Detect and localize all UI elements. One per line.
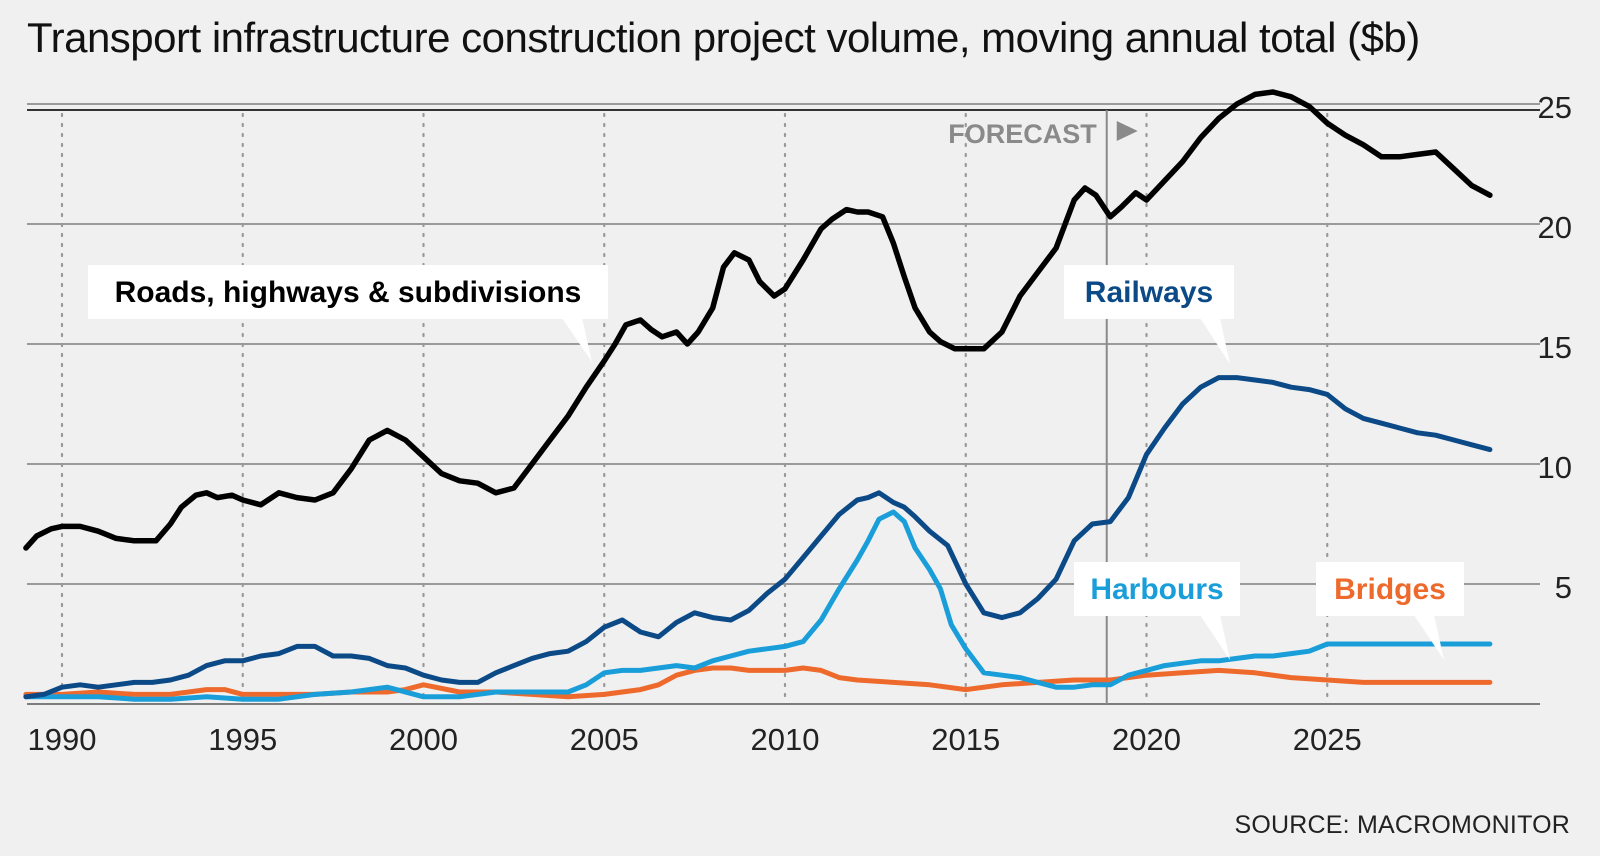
series-line-bridges	[23, 665, 1493, 700]
callout-pointer	[1200, 615, 1230, 660]
callout-pointer	[562, 318, 592, 362]
callout-roads-highways-subdivisions: Roads, highways & subdivisions	[88, 265, 608, 362]
chart-title: Transport infrastructure construction pr…	[27, 14, 1420, 61]
horizontal-gridlines	[27, 103, 1540, 705]
callout-harbours: Harbours	[1074, 562, 1240, 660]
callout-railways: Railways	[1064, 265, 1234, 364]
series-callouts: Roads, highways & subdivisions Railways Ha…	[88, 265, 1464, 660]
callout-box	[1064, 265, 1234, 319]
y-tick-label: 10	[1538, 450, 1572, 485]
x-tick-label: 2025	[1293, 722, 1362, 757]
y-tick-label: 25	[1538, 90, 1572, 125]
x-tick-label: 1995	[208, 722, 277, 757]
callout-bridges: Bridges	[1316, 562, 1464, 660]
callout-box	[1074, 562, 1240, 616]
x-tick-label: 2015	[931, 722, 1000, 757]
y-tick-label: 15	[1538, 330, 1572, 365]
x-tick-label: 2005	[570, 722, 639, 757]
forecast-arrow-icon	[1116, 121, 1138, 141]
series-line-roads-highways-subdivisions	[23, 89, 1493, 551]
forecast-label: FORECAST	[948, 119, 1097, 149]
callout-pointer	[1200, 318, 1230, 364]
y-tick-label: 5	[1555, 570, 1572, 605]
callout-box	[88, 265, 608, 319]
series-lines	[23, 89, 1493, 702]
callout-label: Bridges	[1334, 573, 1446, 606]
series-line-railways	[23, 375, 1493, 700]
y-axis-ticks: 5 10 15 20 25	[1538, 90, 1572, 605]
callout-label: Railways	[1085, 276, 1213, 309]
callout-label: Roads, highways & subdivisions	[115, 276, 582, 309]
series-line-harbours	[23, 509, 1493, 702]
callout-label: Harbours	[1090, 573, 1223, 606]
callout-box	[1316, 562, 1464, 616]
x-axis-ticks: 1990 1995 2000 2005 2010 2015 2020 2025	[28, 722, 1362, 757]
source-note: SOURCE: MACROMONITOR	[1234, 811, 1570, 839]
x-tick-label: 1990	[28, 722, 97, 757]
x-tick-label: 2010	[751, 722, 820, 757]
callout-pointer	[1414, 615, 1444, 660]
y-tick-label: 20	[1538, 210, 1572, 245]
x-tick-label: 2020	[1112, 722, 1181, 757]
x-tick-label: 2000	[389, 722, 458, 757]
